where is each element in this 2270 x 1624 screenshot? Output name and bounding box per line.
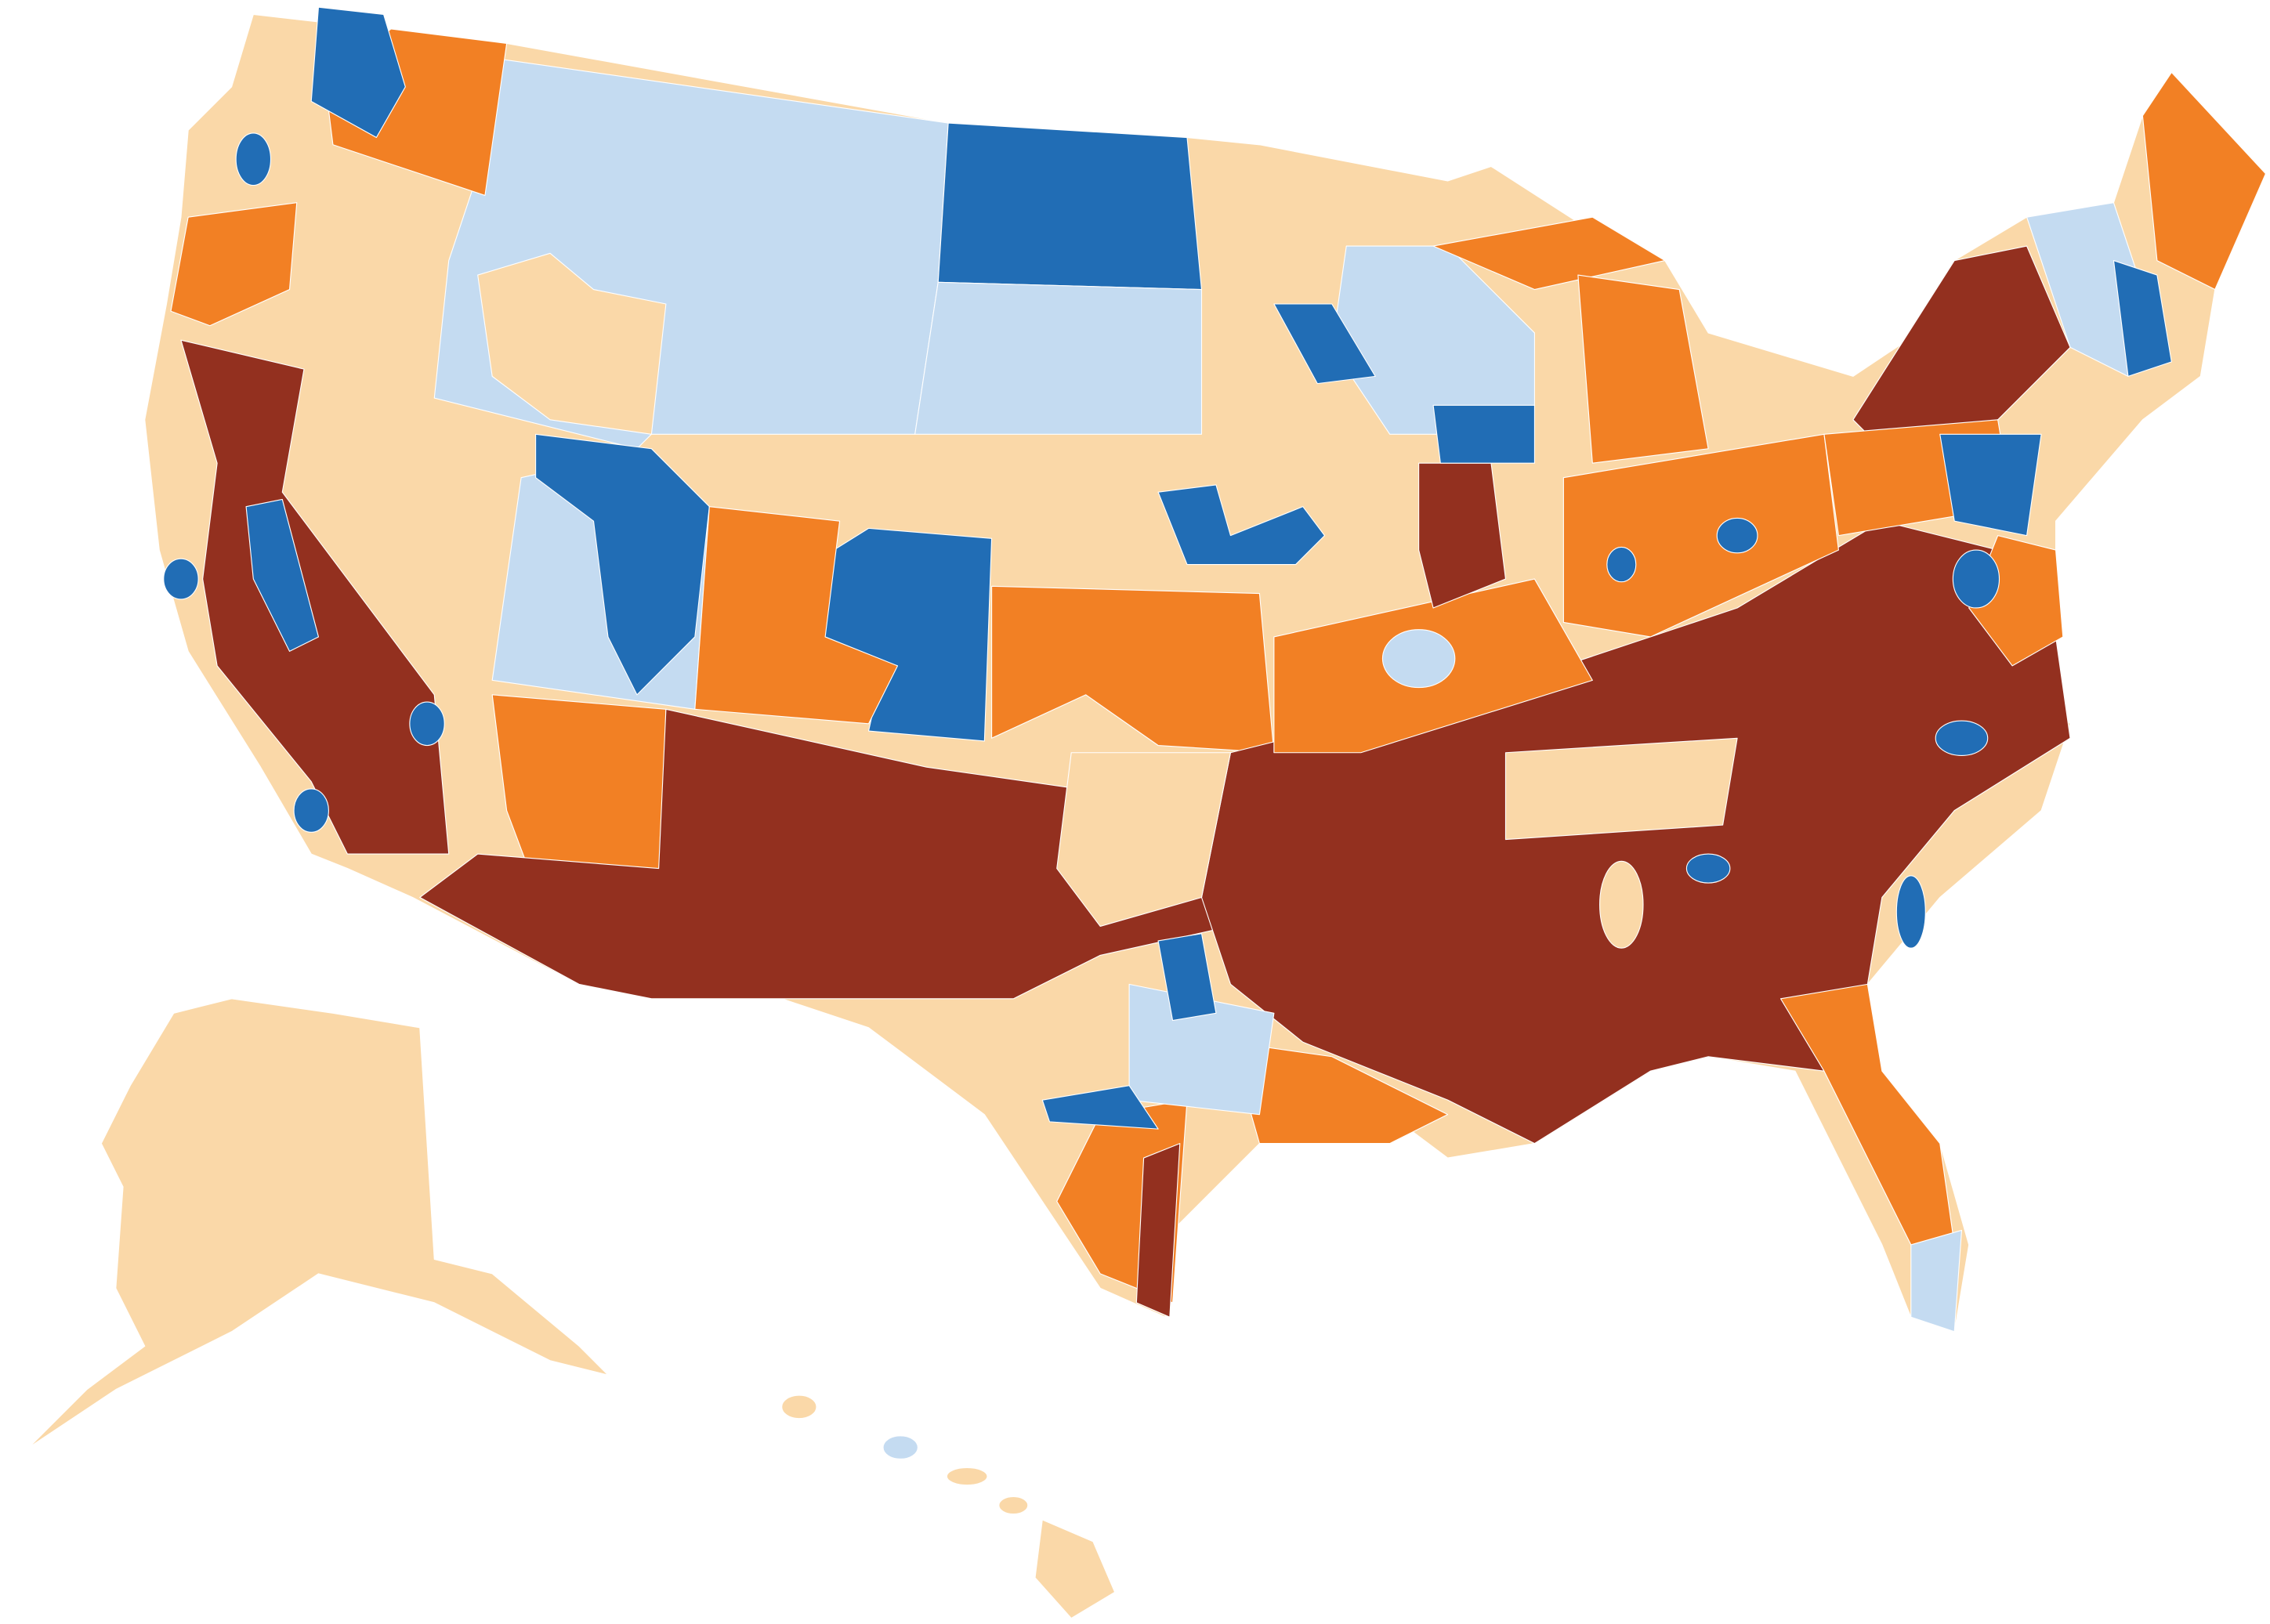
- region: [409, 701, 445, 747]
- region: [310, 6, 406, 139]
- region: [535, 433, 710, 696]
- region: [1056, 752, 1231, 928]
- region: [1041, 1085, 1159, 1130]
- region: [293, 788, 329, 833]
- region: [1135, 1143, 1181, 1318]
- region: [1599, 860, 1644, 949]
- region: [1952, 549, 2000, 609]
- region: [1432, 216, 1666, 291]
- region: [245, 498, 320, 652]
- region: [882, 1435, 918, 1459]
- region: [1577, 274, 1709, 464]
- region: [1273, 303, 1376, 385]
- region: [1935, 720, 1989, 756]
- region: [1432, 404, 1535, 464]
- region: [2113, 260, 2172, 377]
- region: [781, 1394, 817, 1420]
- region: [180, 339, 450, 855]
- region: [1034, 1519, 1116, 1619]
- region: [998, 1496, 1029, 1515]
- region: [1562, 433, 1839, 638]
- region: [991, 585, 1275, 754]
- region: [163, 558, 199, 600]
- region: [914, 281, 1203, 435]
- region: [235, 132, 272, 186]
- region: [1685, 853, 1731, 884]
- region: [170, 202, 298, 327]
- region: [477, 252, 667, 435]
- region: [1381, 629, 1456, 689]
- region: [1128, 983, 1275, 1116]
- region: [1910, 1229, 1963, 1333]
- region: [1157, 933, 1217, 1022]
- region: [28, 998, 609, 1449]
- region: [1939, 433, 2042, 537]
- region: [946, 1467, 988, 1486]
- region: [1504, 737, 1738, 841]
- region: [1157, 484, 1326, 566]
- region: [694, 506, 899, 725]
- region: [1606, 546, 1637, 583]
- region: [1716, 517, 1758, 554]
- region: [1229, 1041, 1449, 1145]
- region: [937, 122, 1203, 291]
- region: [1895, 875, 1926, 949]
- region: [2141, 71, 2267, 291]
